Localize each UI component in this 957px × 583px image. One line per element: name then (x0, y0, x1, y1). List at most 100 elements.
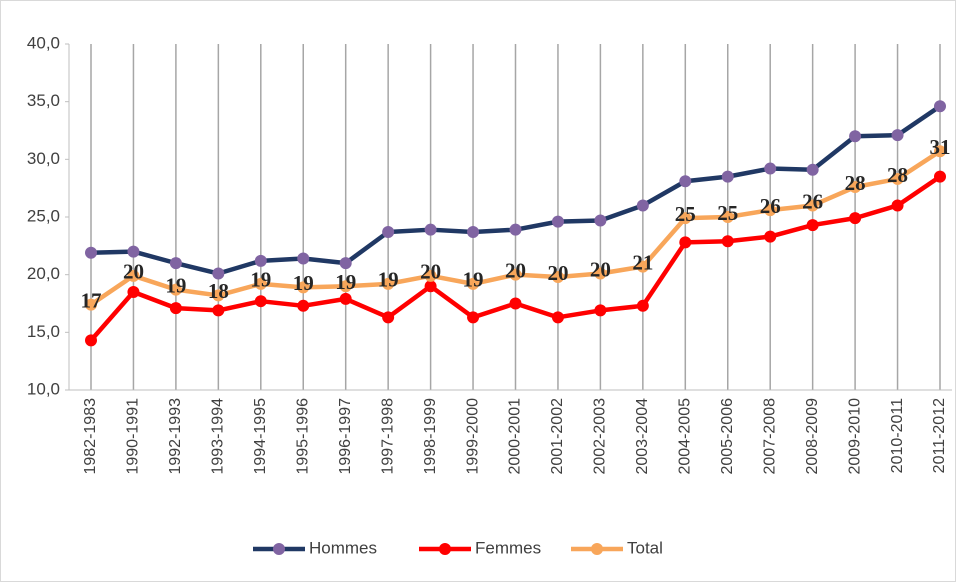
point (891, 172, 904, 185)
point (254, 254, 267, 267)
point (721, 170, 734, 183)
point (509, 297, 522, 310)
x-tick-label: 2000-2001 (507, 398, 524, 475)
point (254, 295, 267, 308)
x-tick-label: 2005-2006 (719, 398, 736, 475)
point (806, 219, 819, 232)
point (934, 170, 946, 183)
y-tick-label: 25,0 (27, 206, 60, 225)
point (764, 204, 777, 217)
data-label: 19 (463, 268, 484, 292)
x-tick-label: 2009-2010 (846, 398, 863, 475)
data-label: 20 (505, 258, 526, 282)
data-label: 25 (675, 202, 696, 226)
point (297, 281, 310, 294)
point (297, 252, 310, 265)
point (127, 269, 140, 282)
point (721, 211, 734, 223)
legend-marker (439, 543, 451, 555)
data-label: 17 (81, 288, 102, 312)
point (127, 285, 140, 298)
data-label: 31 (930, 135, 951, 159)
point (382, 277, 395, 290)
point (424, 280, 437, 293)
x-tick-label: 1999-2000 (464, 398, 481, 475)
point (509, 268, 522, 281)
point (85, 298, 97, 311)
legend-label: Hommes (309, 538, 377, 557)
x-tick-label: 1992-1993 (167, 398, 184, 475)
x-tick-label: 1998-1999 (422, 398, 439, 475)
data-label: 21 (632, 250, 653, 274)
x-tick-label: 1995-1996 (294, 398, 311, 475)
y-tick-label: 30,0 (27, 149, 60, 168)
y-tick-label: 10,0 (27, 379, 60, 398)
x-tick-label: 2003-2004 (634, 398, 651, 475)
point (85, 246, 97, 259)
y-tick-label: 20,0 (27, 264, 60, 283)
point (764, 162, 777, 175)
data-label: 26 (802, 189, 823, 213)
point (849, 212, 862, 225)
x-tick-label: 2007-2008 (761, 398, 778, 475)
point (849, 130, 862, 143)
point (212, 304, 225, 317)
data-label: 20 (547, 261, 568, 285)
point (382, 225, 395, 238)
point (636, 299, 649, 312)
point (806, 199, 819, 212)
point (509, 223, 522, 236)
x-tick-label: 1997-1998 (379, 398, 396, 475)
point (551, 270, 564, 283)
x-tick-label: 1990-1991 (125, 398, 142, 475)
data-label: 18 (208, 279, 229, 303)
point (551, 311, 564, 324)
point (721, 235, 734, 248)
point (594, 304, 607, 317)
point (339, 292, 352, 305)
point (934, 100, 946, 113)
data-label: 25 (717, 201, 738, 225)
x-tick-label: 2008-2009 (804, 398, 821, 475)
point (169, 302, 182, 315)
point (891, 129, 904, 142)
point (339, 257, 352, 270)
y-tick-label: 40,0 (27, 33, 60, 52)
x-tick-label: 2010-2011 (889, 398, 906, 473)
data-label: 19 (335, 270, 356, 294)
point (764, 230, 777, 243)
point (806, 163, 819, 176)
data-label: 19 (165, 273, 186, 297)
point (934, 145, 946, 158)
data-label: 20 (123, 260, 144, 284)
point (467, 311, 480, 324)
x-tick-label: 2011-2012 (931, 398, 948, 473)
x-tick-label: 2002-2003 (592, 398, 609, 475)
y-tick-label: 35,0 (27, 91, 60, 110)
point (212, 289, 225, 302)
point (297, 299, 310, 312)
data-label: 20 (420, 260, 441, 284)
x-tick-label: 1994-1995 (252, 398, 269, 475)
x-tick-label: 2004-2005 (677, 398, 694, 475)
point (424, 269, 437, 282)
point (339, 280, 352, 293)
point (594, 267, 607, 280)
point (891, 199, 904, 212)
data-label: 19 (250, 268, 271, 292)
point (254, 277, 267, 290)
point (679, 175, 692, 188)
x-tick-label: 1996-1997 (337, 398, 354, 475)
point (636, 260, 649, 273)
data-label: 28 (845, 171, 866, 195)
data-label: 19 (378, 268, 399, 292)
point (212, 267, 225, 280)
y-tick-label: 15,0 (27, 322, 60, 341)
data-label: 28 (887, 163, 908, 187)
point (424, 223, 437, 236)
point (594, 214, 607, 227)
point (85, 334, 97, 347)
point (169, 283, 182, 296)
